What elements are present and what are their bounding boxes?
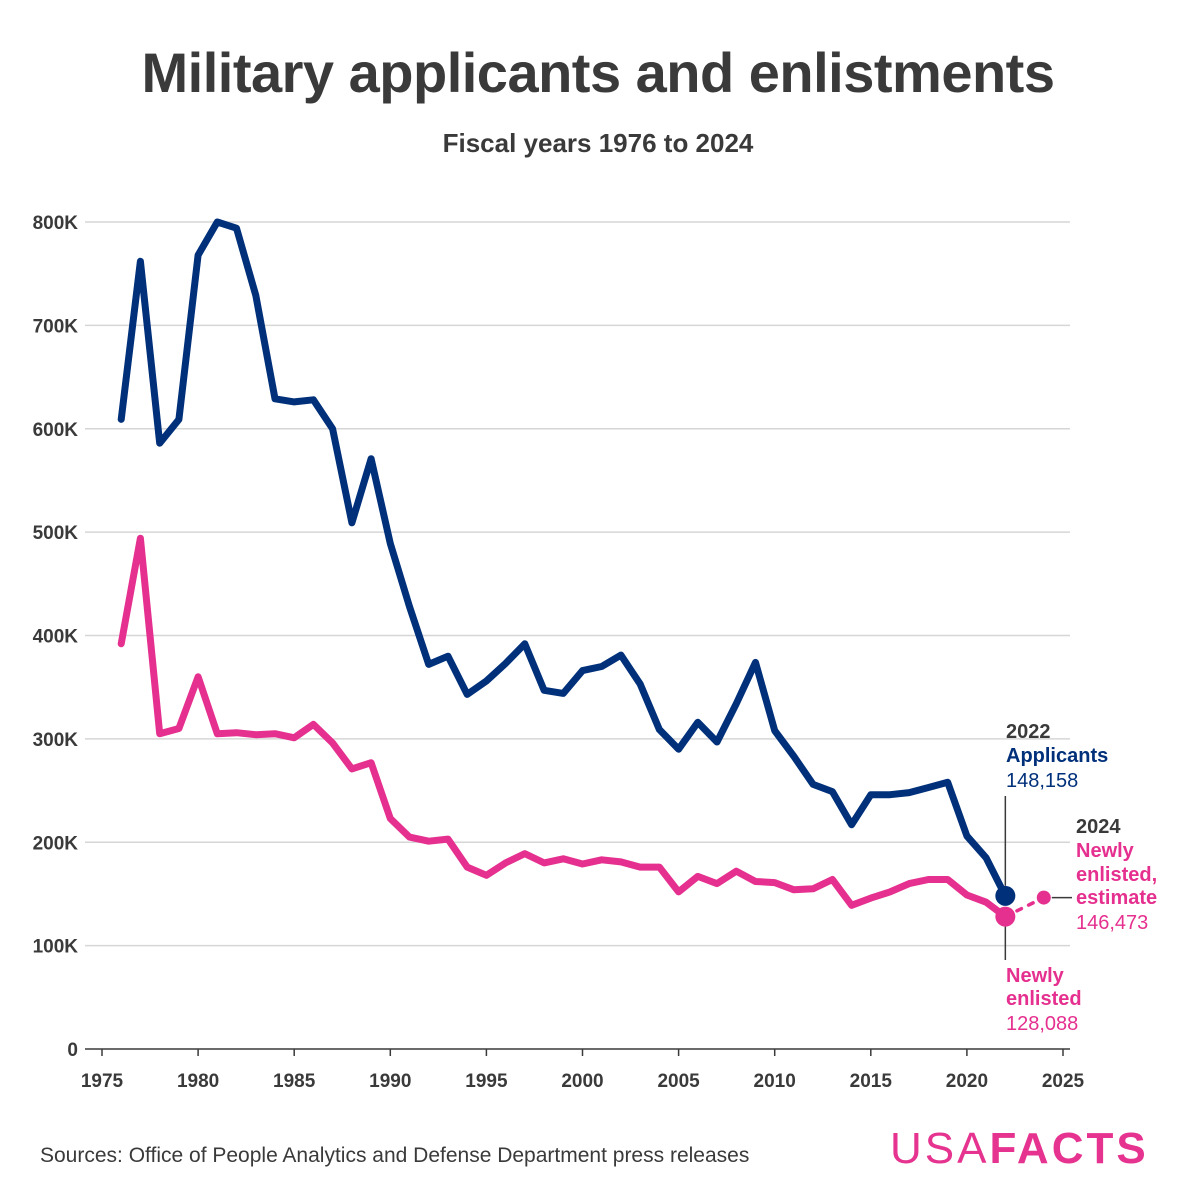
- estimate-label-line1: Newly: [1076, 840, 1135, 862]
- x-tick-label: 1990: [369, 1071, 411, 1092]
- x-axis-ticks: 1975 1980 1985 1990 1995 2000 2005 2010 2015 2020…: [81, 1049, 1085, 1092]
- estimate-label-line3: estimate: [1076, 887, 1157, 909]
- annotations: 2022 Applicants 148,158 2024 Newly enlis…: [1004, 721, 1157, 1035]
- logo-part-usa: USA: [890, 1124, 990, 1173]
- y-axis-ticks: 0 100K 200K 300K 400K 500K 600K 700K 800K: [33, 213, 79, 1061]
- x-tick-label: 2015: [850, 1071, 893, 1092]
- estimate-value-label: 146,473: [1076, 912, 1148, 934]
- estimate-label-line2: enlisted,: [1076, 864, 1157, 886]
- logo-part-facts: FACTS: [989, 1124, 1149, 1173]
- applicants-end-marker: [995, 885, 1016, 906]
- enlisted-label-line1: Newly: [1006, 965, 1065, 987]
- y-tick-label: 500K: [33, 523, 79, 544]
- applicants-label: Applicants: [1006, 745, 1108, 767]
- y-tick-label: 200K: [33, 833, 79, 854]
- series-line-newly-enlisted: [117, 534, 1009, 921]
- x-tick-label: 1980: [177, 1071, 219, 1092]
- enlisted-label-line2: enlisted: [1006, 988, 1082, 1010]
- applicants-year-label: 2022: [1006, 721, 1051, 743]
- source-note: Sources: Office of People Analytics and …: [40, 1144, 750, 1167]
- grid-lines: [85, 221, 1070, 1050]
- enlisted-end-marker: [995, 906, 1016, 927]
- estimate-end-marker: [1036, 890, 1051, 905]
- y-tick-label: 600K: [33, 420, 79, 441]
- x-tick-label: 1985: [273, 1071, 316, 1092]
- x-tick-label: 2010: [754, 1071, 796, 1092]
- y-tick-label: 700K: [33, 316, 79, 337]
- x-tick-label: 2025: [1042, 1071, 1085, 1092]
- chart-title: Military applicants and enlistments: [141, 41, 1055, 104]
- y-tick-label: 0: [67, 1040, 78, 1061]
- applicants-value-label: 148,158: [1006, 770, 1078, 792]
- y-tick-label: 300K: [33, 730, 79, 751]
- series-lines: [117, 218, 1051, 927]
- y-tick-label: 100K: [33, 937, 79, 958]
- enlisted-value-label: 128,088: [1006, 1013, 1078, 1035]
- chart-subtitle: Fiscal years 1976 to 2024: [442, 128, 754, 158]
- usafacts-logo: USAFACTS: [890, 1124, 1149, 1174]
- estimate-year-label: 2024: [1076, 816, 1121, 838]
- x-tick-label: 2005: [657, 1071, 700, 1092]
- x-tick-label: 1975: [81, 1071, 124, 1092]
- x-tick-label: 1995: [465, 1071, 508, 1092]
- x-tick-label: 2000: [561, 1071, 603, 1092]
- y-tick-label: 800K: [33, 213, 79, 234]
- x-tick-label: 2020: [946, 1071, 988, 1092]
- series-line-applicants: [117, 218, 1009, 900]
- y-tick-label: 400K: [33, 627, 79, 648]
